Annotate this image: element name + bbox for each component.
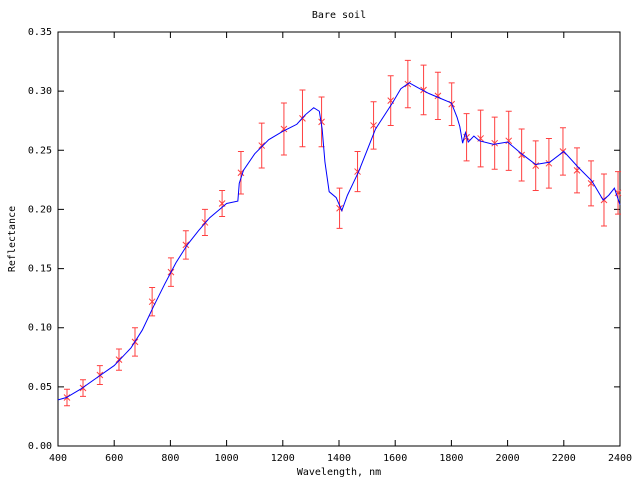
point (148, 298, 156, 306)
point (280, 125, 288, 133)
point (370, 122, 377, 129)
point (587, 180, 595, 187)
y-tick-label: 0.05 (28, 382, 52, 393)
point (505, 137, 513, 145)
point (182, 241, 190, 249)
point (258, 142, 266, 149)
x-tick-label: 1000 (215, 453, 239, 464)
y-tick-label: 0.00 (28, 441, 52, 452)
y-tick-label: 0.35 (28, 27, 52, 38)
point (491, 139, 499, 147)
x-tick-label: 1400 (327, 453, 351, 464)
y-tick-label: 0.20 (28, 204, 52, 215)
chart-title: Bare soil (312, 10, 366, 21)
y-tick-label: 0.25 (28, 145, 52, 156)
y-axis-label: Reflectance (7, 206, 18, 272)
point (614, 189, 622, 197)
x-tick-label: 800 (161, 453, 179, 464)
plot-frame (57, 31, 621, 447)
x-tick-label: 2200 (552, 453, 576, 464)
point (518, 151, 526, 159)
data-line (57, 82, 621, 401)
x-tick-label: 600 (105, 453, 123, 464)
x-tick-label: 1200 (271, 453, 295, 464)
x-tick-label: 1600 (383, 453, 407, 464)
x-tick-label: 2000 (496, 453, 520, 464)
point (115, 356, 123, 364)
x-tick-label: 400 (49, 453, 67, 464)
y-tick-label: 0.10 (28, 323, 52, 334)
y-tick-label: 0.15 (28, 264, 52, 275)
point (318, 118, 325, 126)
y-tick-label: 0.30 (28, 86, 52, 97)
x-tick-label: 2400 (608, 453, 632, 464)
x-axis-label: Wavelength, nm (297, 467, 381, 478)
x-tick-label: 1800 (439, 453, 463, 464)
